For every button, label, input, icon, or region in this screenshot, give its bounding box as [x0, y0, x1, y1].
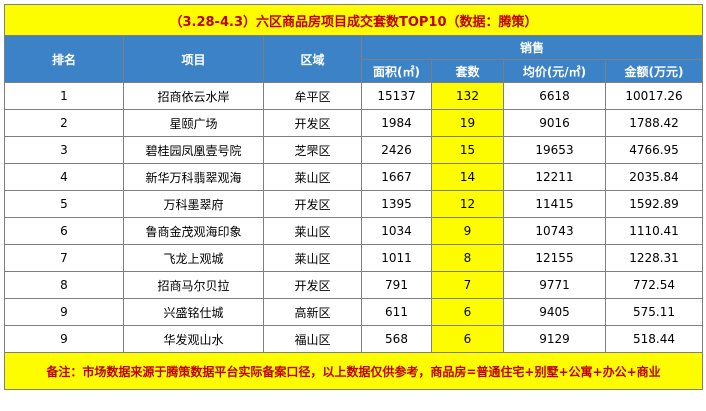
units-cell: 15: [431, 136, 504, 164]
avg-price-cell: 9405: [503, 298, 606, 326]
avg-price-cell: 12211: [503, 163, 606, 191]
amount-cell: 518.44: [604, 325, 704, 353]
area-cell: 1395: [361, 190, 432, 218]
area-cell: 2426: [361, 136, 432, 164]
area-cell: 791: [361, 271, 432, 299]
table-row: 1 招商依云水岸 牟平区 15137 132 6618 10017.26: [4, 82, 704, 110]
units-cell: 132: [431, 82, 504, 110]
project-cell: 华发观山水: [123, 325, 264, 353]
project-cell: 星颐广场: [123, 109, 264, 137]
rank-cell: 2: [4, 109, 124, 137]
table-row: 8 招商马尔贝拉 开发区 791 7 9771 772.54: [4, 271, 704, 299]
units-cell: 7: [431, 271, 504, 299]
table-row: 9 兴盛铭仕城 高新区 611 6 9405 575.11: [4, 298, 704, 326]
amount-cell: 1592.89: [604, 190, 704, 218]
table-row: 7 飞龙上观城 莱山区 1011 8 12155 1228.31: [4, 244, 704, 272]
table-row: 5 万科墨翠府 开发区 1395 12 11415 1592.89: [4, 190, 704, 218]
footnote: 备注：市场数据来源于腾策数据平台实际备案口径，以上数据仅供参考，商品房=普通住宅…: [3, 352, 704, 390]
district-cell: 福山区: [263, 325, 362, 353]
avg-price-cell: 11415: [503, 190, 606, 218]
header-amount: 金额(万元): [604, 59, 704, 83]
table-title: （3.28-4.3）六区商品房项目成交套数TOP10（数据：腾策）: [3, 4, 704, 36]
amount-cell: 2035.84: [604, 163, 704, 191]
header-avg-price: 均价(元/㎡): [503, 59, 606, 83]
amount-cell: 1228.31: [604, 244, 704, 272]
table-row: 3 碧桂园凤凰壹号院 芝罘区 2426 15 19653 4766.95: [4, 136, 704, 164]
avg-price-cell: 9771: [503, 271, 606, 299]
amount-cell: 4766.95: [604, 136, 704, 164]
area-cell: 1667: [361, 163, 432, 191]
avg-price-cell: 10743: [503, 217, 606, 245]
amount-cell: 10017.26: [604, 82, 704, 110]
project-cell: 碧桂园凤凰壹号院: [123, 136, 264, 164]
avg-price-cell: 9016: [503, 109, 606, 137]
avg-price-cell: 6618: [503, 82, 606, 110]
district-cell: 开发区: [263, 109, 362, 137]
amount-cell: 772.54: [604, 271, 704, 299]
header-area: 面积(㎡): [361, 59, 432, 83]
area-cell: 1011: [361, 244, 432, 272]
area-cell: 1984: [361, 109, 432, 137]
rank-cell: 8: [4, 271, 124, 299]
rank-cell: 7: [4, 244, 124, 272]
units-cell: 9: [431, 217, 504, 245]
rank-cell: 5: [4, 190, 124, 218]
units-cell: 6: [431, 298, 504, 326]
header-sales: 销售: [360, 35, 704, 60]
avg-price-cell: 9129: [503, 325, 606, 353]
table-row: 2 星颐广场 开发区 1984 19 9016 1788.42: [4, 109, 704, 137]
units-cell: 12: [431, 190, 504, 218]
district-cell: 高新区: [263, 298, 362, 326]
area-cell: 1034: [361, 217, 432, 245]
district-cell: 芝罘区: [263, 136, 362, 164]
rank-cell: 1: [4, 82, 124, 110]
sales-ranking-table-container: （3.28-4.3）六区商品房项目成交套数TOP10（数据：腾策） 排名 项目 …: [3, 4, 704, 407]
area-cell: 568: [361, 325, 432, 353]
district-cell: 开发区: [263, 190, 362, 218]
project-cell: 招商依云水岸: [123, 82, 264, 110]
amount-cell: 575.11: [604, 298, 704, 326]
units-cell: 14: [431, 163, 504, 191]
project-cell: 飞龙上观城: [123, 244, 264, 272]
units-cell: 19: [431, 109, 504, 137]
sales-ranking-table: （3.28-4.3）六区商品房项目成交套数TOP10（数据：腾策） 排名 项目 …: [3, 4, 704, 390]
project-cell: 新华万科翡翠观海: [123, 163, 264, 191]
rank-cell: 4: [4, 163, 124, 191]
district-cell: 莱山区: [263, 163, 362, 191]
avg-price-cell: 12155: [503, 244, 606, 272]
header-units: 套数: [431, 59, 504, 83]
rank-cell: 9: [4, 325, 124, 353]
table-row: 4 新华万科翡翠观海 莱山区 1667 14 12211 2035.84: [4, 163, 704, 191]
project-cell: 兴盛铭仕城: [123, 298, 264, 326]
units-cell: 8: [431, 244, 504, 272]
rank-cell: 9: [4, 298, 124, 326]
amount-cell: 1110.41: [604, 217, 704, 245]
district-cell: 莱山区: [263, 244, 362, 272]
project-cell: 万科墨翠府: [123, 190, 264, 218]
table-row: 9 华发观山水 福山区 568 6 9129 518.44: [4, 325, 704, 353]
area-cell: 611: [361, 298, 432, 326]
rank-cell: 3: [4, 136, 124, 164]
rank-cell: 6: [4, 217, 124, 245]
area-cell: 15137: [361, 82, 432, 110]
header-rank: 排名: [4, 35, 124, 83]
header-project: 项目: [123, 35, 264, 83]
project-cell: 招商马尔贝拉: [123, 271, 264, 299]
avg-price-cell: 19653: [503, 136, 606, 164]
amount-cell: 1788.42: [604, 109, 704, 137]
units-cell: 6: [431, 325, 504, 353]
district-cell: 开发区: [263, 271, 362, 299]
district-cell: 牟平区: [263, 82, 362, 110]
project-cell: 鲁商金茂观海印象: [123, 217, 264, 245]
table-row: 6 鲁商金茂观海印象 莱山区 1034 9 10743 1110.41: [4, 217, 704, 245]
district-cell: 莱山区: [263, 217, 362, 245]
header-district: 区域: [263, 35, 362, 83]
